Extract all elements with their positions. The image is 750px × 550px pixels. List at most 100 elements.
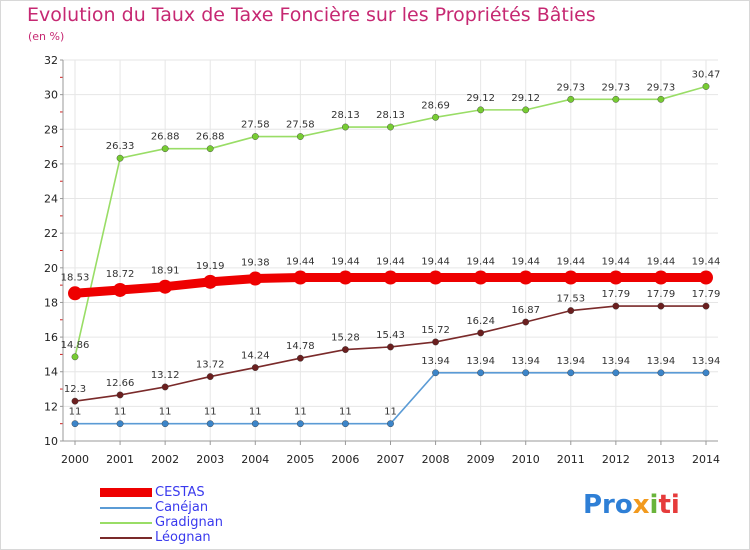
data-label-canejan: 11 [114,407,127,418]
data-point-cestas [518,270,533,285]
x-tick-label: 2003 [196,453,224,466]
data-label-canejan: 13.94 [602,356,631,367]
data-point-leognan [477,329,485,337]
data-point-cestas [293,270,308,285]
data-label-gradignan: 29.12 [511,93,540,104]
data-point-canejan [432,369,439,377]
legend-item-leognan: Léognan [100,530,360,545]
data-label-cestas: 19.44 [376,257,405,268]
legend: CESTAS Canéjan Gradignan Léognan [100,485,360,545]
data-label-gradignan: 30.47 [692,69,721,80]
data-point-gradignan [612,95,620,103]
data-label-leognan: 14.78 [286,341,315,352]
y-tick-label: 24 [44,193,58,206]
legend-item-canejan: Canéjan [100,500,360,515]
data-point-gradignan [387,123,394,131]
y-tick-label: 16 [44,331,58,344]
data-label-cestas: 19.19 [196,261,225,272]
legend-label-leognan: Léognan [155,530,211,545]
data-label-leognan: 15.72 [421,325,450,336]
data-point-canejan [387,420,394,428]
data-point-leognan [251,364,259,371]
x-tick-label: 2001 [106,453,134,466]
x-tick-label: 2012 [602,453,630,466]
data-label-canejan: 13.94 [692,356,721,367]
data-point-cestas [68,286,82,301]
data-point-canejan [116,420,124,428]
data-label-cestas: 19.44 [421,257,450,268]
data-label-leognan: 14.24 [241,351,270,362]
data-point-gradignan [296,133,304,140]
data-point-canejan [71,420,79,428]
data-point-gradignan [702,83,710,90]
y-tick-label: 10 [44,435,58,448]
data-point-gradignan [477,106,485,114]
chart-title: Evolution du Taux de Taxe Foncière sur l… [27,4,596,26]
data-label-gradignan: 26.33 [106,141,135,152]
data-point-leognan [296,354,304,362]
x-tick-label: 2005 [286,453,314,466]
data-point-canejan [702,369,710,377]
data-point-gradignan [161,145,169,153]
x-tick-label: 2013 [647,453,675,466]
data-label-canejan: 11 [384,407,397,418]
data-label-cestas: 19.44 [647,257,676,268]
data-label-cestas: 19.44 [692,257,721,268]
data-point-gradignan [71,353,79,361]
data-point-cestas [473,270,488,285]
data-label-gradignan: 26.88 [196,132,225,143]
data-point-leognan [522,318,530,326]
data-label-leognan: 16.24 [466,316,495,327]
legend-swatch-cestas [100,488,152,497]
data-point-cestas [248,271,263,286]
legend-swatch-leognan [100,537,152,539]
data-point-leognan [206,373,214,380]
logo-part-1: Pro [583,490,633,520]
data-point-leognan [71,397,79,405]
x-tick-label: 2007 [377,453,405,466]
y-tick-label: 30 [44,89,58,102]
data-label-layer: 14.86 26.33 26.88 26.88 27.58 27.58 28.13 28.13… [61,69,721,417]
data-label-gradignan: 28.69 [421,100,450,111]
data-label-cestas: 19.44 [466,257,495,268]
data-label-canejan: 13.94 [511,356,540,367]
data-point-gradignan [657,95,665,103]
data-point-cestas [158,279,173,294]
x-tick-label: 2004 [241,453,269,466]
data-label-gradignan: 28.13 [331,110,360,121]
data-point-canejan [477,369,485,377]
logo-part-2: x [632,490,650,520]
data-label-canejan: 11 [69,407,82,418]
data-point-gradignan [432,113,439,121]
legend-label-cestas: CESTAS [155,485,205,500]
legend-swatch-gradignan [100,522,152,524]
data-point-cestas [428,270,443,285]
logo-part-3: i [649,490,659,520]
data-point-cestas [203,274,218,289]
data-point-canejan [342,420,349,428]
data-point-canejan [522,369,530,377]
y-tick-label: 14 [44,366,58,379]
data-point-gradignan [342,123,349,131]
data-label-cestas: 18.91 [151,266,180,277]
y-tick-label: 32 [44,54,58,67]
legend-item-cestas: CESTAS [100,485,360,500]
data-label-canejan: 11 [339,407,352,418]
data-label-leognan: 17.79 [692,289,721,300]
data-label-leognan: 13.12 [151,370,180,381]
x-tick-label: 2010 [512,453,540,466]
y-tick-label: 28 [44,123,58,136]
data-label-canejan: 11 [249,407,262,418]
data-point-cestas [383,270,398,285]
data-label-gradignan: 29.73 [647,82,676,93]
legend-swatch-canejan [100,507,152,509]
data-point-gradignan [206,145,214,153]
data-point-canejan [296,420,304,428]
data-label-canejan: 13.94 [421,356,450,367]
data-point-leognan [387,343,394,351]
data-label-gradignan: 29.73 [602,82,631,93]
data-label-cestas: 19.44 [286,257,315,268]
data-label-gradignan: 29.12 [466,93,495,104]
data-label-canejan: 13.94 [466,356,495,367]
data-point-gradignan [251,133,259,140]
